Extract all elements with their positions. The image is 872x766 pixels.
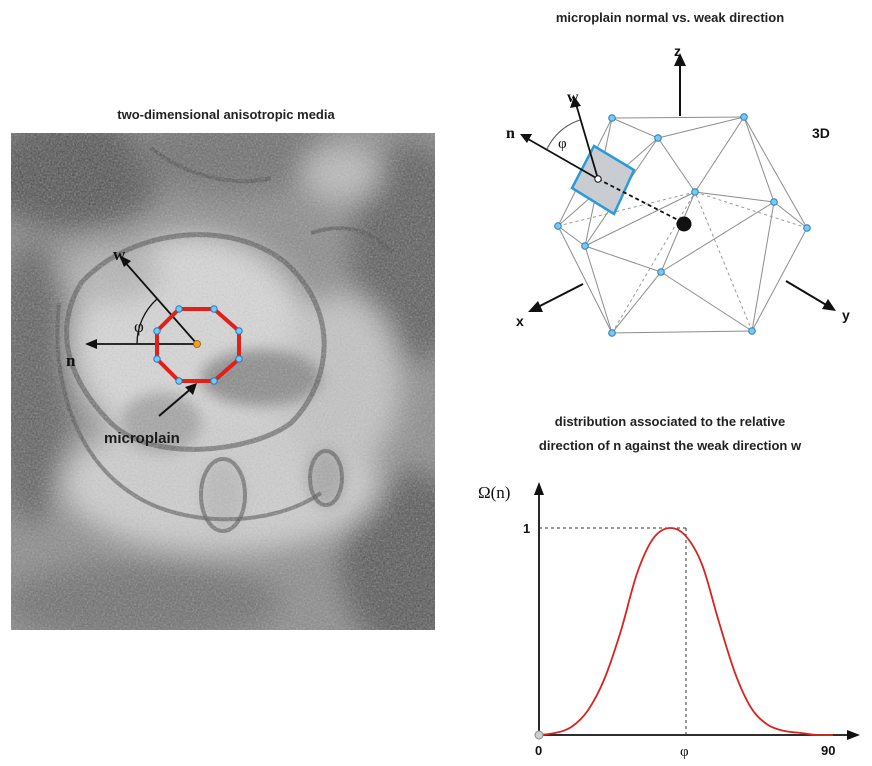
label-3d: 3D	[812, 125, 830, 141]
polyhedron-vertex	[770, 198, 778, 206]
microplain-plane	[570, 144, 636, 216]
microplain-center	[193, 340, 201, 348]
phi-label-3d: φ	[558, 136, 567, 152]
microplain-node	[153, 327, 161, 335]
x-axis	[535, 283, 584, 309]
distribution-curve	[538, 527, 834, 737]
phi-arc	[136, 298, 158, 345]
w-label: w	[113, 245, 126, 264]
z-label: z	[674, 43, 681, 59]
y-axis-label: Ω(n)	[478, 483, 510, 502]
distribution-chart-panel: Ω(n) 1 0 φ 90	[468, 470, 872, 761]
w-arrowhead-3d	[570, 96, 581, 108]
polyhedron-vertex	[608, 114, 616, 122]
w-label-3d: w	[567, 89, 579, 106]
polyhedron-vertex	[581, 242, 589, 250]
microplain-pointer-head	[185, 383, 197, 395]
distribution-title-line1: distribution associated to the relative	[554, 414, 786, 429]
polyhedron-hidden-edges	[557, 191, 808, 334]
y-axis-arrow	[534, 482, 544, 495]
microplain-node	[153, 355, 161, 363]
x-label: x	[516, 313, 524, 329]
y-axis-head	[822, 299, 836, 311]
microplain-overlay: w n φ microplain	[66, 245, 243, 447]
microplain-center-3d	[594, 175, 602, 183]
n-label-3d: n	[506, 125, 515, 142]
n-arrowhead	[85, 339, 97, 349]
x-axis-arrow	[847, 730, 860, 740]
microplain-node	[210, 305, 218, 313]
polyhedron-vertex	[691, 188, 699, 196]
y-label: y	[842, 307, 850, 323]
polyhedron-vertex	[654, 134, 662, 142]
microplain-pointer	[158, 386, 194, 417]
x-tick-phi: φ	[680, 744, 689, 760]
polyhedron-panel-title: microplain normal vs. weak direction	[555, 10, 785, 25]
x-tick-0: 0	[535, 743, 542, 758]
polyhedron-edges	[557, 116, 808, 334]
y-axis	[785, 280, 829, 307]
n-label: n	[66, 351, 76, 370]
n-arrowhead-3d	[520, 134, 532, 143]
polyhedron-vertex	[748, 327, 756, 335]
distribution-chart: Ω(n) 1 0 φ 90	[478, 482, 860, 760]
microplain-label: microplain	[104, 430, 180, 447]
polyhedron-vertex	[740, 113, 748, 121]
origin-marker	[534, 730, 544, 740]
microplain-node	[235, 327, 243, 335]
phi-label: φ	[134, 317, 144, 336]
polyhedron-vertex	[608, 329, 616, 337]
microplain-node	[175, 305, 183, 313]
polyhedron-vertex	[657, 268, 665, 276]
x-axis-head	[528, 301, 543, 312]
anisotropic-media-image: w n φ microplain	[0, 113, 481, 653]
distribution-title-line2: direction of n against the weak directio…	[538, 438, 802, 453]
polyhedron-center	[676, 216, 692, 232]
left-panel-title: two-dimensional anisotropic media	[117, 107, 335, 122]
polyhedron-vertex	[803, 224, 811, 232]
polyhedron-vertex	[554, 222, 562, 230]
center-link	[597, 178, 679, 221]
phi-arc-3d	[546, 119, 581, 150]
microplain-node	[235, 355, 243, 363]
y-tick-1: 1	[523, 521, 530, 536]
polyhedron-diagram: z x y 3D w n φ	[506, 43, 850, 337]
microplain-node	[175, 377, 183, 385]
anisotropic-media-panel: w n φ microplain	[0, 113, 481, 653]
w-vector-3d	[575, 103, 599, 180]
x-tick-90: 90	[821, 743, 835, 758]
w-arrowhead	[119, 255, 131, 267]
w-vector	[122, 259, 198, 345]
n-vector-3d	[527, 138, 599, 180]
z-axis-head	[674, 53, 686, 66]
microplain-node	[210, 377, 218, 385]
polyhedron-panel: z x y 3D w n φ	[468, 36, 872, 366]
